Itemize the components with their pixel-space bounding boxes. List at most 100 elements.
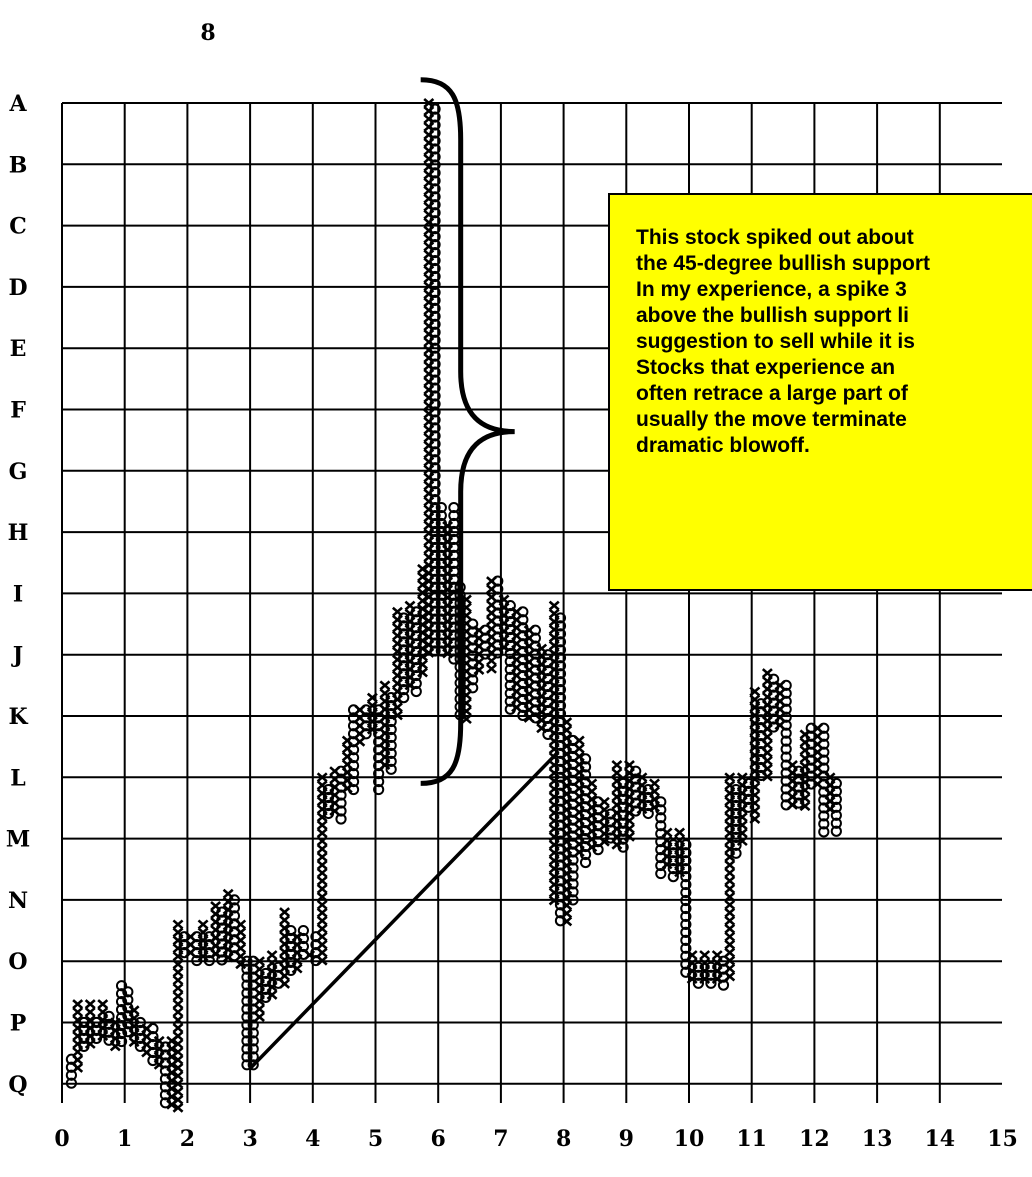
o-mark (429, 605, 441, 617)
o-mark (429, 294, 441, 306)
x-mark (172, 1046, 184, 1057)
x-tick-label: 1 (117, 1126, 132, 1152)
o-mark (385, 739, 397, 752)
o-mark (617, 841, 629, 853)
o-mark (529, 632, 541, 644)
o-mark (429, 159, 441, 171)
x-mark (172, 1070, 184, 1081)
x-mark (316, 820, 328, 831)
x-mark (460, 594, 472, 605)
x-mark (172, 1015, 184, 1026)
o-mark (667, 871, 679, 883)
pnf-column (736, 772, 748, 847)
x-mark (548, 632, 560, 643)
o-mark (655, 812, 667, 824)
pnf-column (705, 961, 717, 989)
o-mark (680, 863, 692, 875)
x-mark (749, 766, 761, 777)
y-tick-label: F (10, 398, 26, 424)
x-mark (724, 852, 736, 862)
o-mark (122, 986, 134, 998)
x-mark (316, 788, 328, 799)
x-mark (598, 836, 610, 847)
o-mark (554, 644, 567, 656)
x-mark (316, 899, 328, 910)
x-mark (316, 955, 328, 966)
x-mark (197, 935, 209, 946)
x-mark (460, 610, 472, 621)
x-mark (254, 996, 265, 1007)
o-mark (429, 199, 441, 211)
o-mark (429, 191, 441, 203)
o-mark (398, 612, 410, 624)
x-mark (686, 973, 698, 984)
o-mark (579, 769, 592, 781)
o-mark (680, 894, 692, 907)
x-mark (649, 778, 660, 789)
x-mark (548, 720, 560, 731)
x-mark (636, 780, 648, 791)
x-mark (548, 799, 560, 810)
pnf-column (254, 956, 265, 1022)
o-mark (429, 326, 441, 338)
x-mark (460, 706, 472, 717)
x-mark (128, 1021, 140, 1032)
pnf-column (761, 668, 773, 782)
x-mark (749, 750, 761, 761)
x-mark (316, 828, 328, 839)
x-mark (254, 972, 265, 983)
o-mark (655, 796, 667, 808)
x-mark (724, 796, 736, 807)
x-mark (172, 919, 184, 930)
x-mark (548, 855, 560, 866)
o-mark (247, 1027, 259, 1039)
x-mark (611, 760, 623, 771)
o-mark (655, 820, 667, 832)
o-mark (780, 727, 792, 739)
x-mark (548, 871, 560, 882)
o-mark (517, 614, 529, 626)
pnf-column (172, 919, 184, 1113)
o-mark (385, 731, 397, 744)
x-mark (235, 919, 247, 930)
x-mark (172, 983, 184, 994)
x-mark (379, 704, 391, 715)
x-mark (316, 907, 328, 918)
x-mark (354, 736, 366, 747)
o-mark (830, 777, 842, 790)
x-mark (316, 852, 328, 862)
spike-bracket (420, 77, 515, 786)
o-mark (554, 628, 567, 640)
o-mark (429, 589, 441, 601)
x-mark (460, 698, 472, 709)
o-mark (554, 699, 567, 712)
x-mark (379, 696, 391, 707)
x-mark (391, 702, 403, 713)
x-mark (699, 958, 711, 969)
y-tick-label: L (10, 765, 25, 791)
x-mark (649, 794, 660, 805)
o-mark (579, 753, 592, 765)
o-mark (115, 1011, 128, 1024)
o-mark (429, 470, 441, 482)
o-mark (429, 581, 441, 593)
o-mark (429, 509, 441, 522)
x-mark (724, 844, 736, 855)
pnf-column (147, 1023, 159, 1067)
o-mark (247, 1019, 259, 1031)
o-mark (115, 1035, 128, 1048)
pnf-column (730, 783, 742, 859)
o-mark (429, 390, 441, 402)
o-mark (429, 318, 441, 330)
o-mark (630, 765, 642, 777)
o-mark (429, 645, 441, 657)
o-mark (115, 1004, 128, 1016)
o-mark (554, 652, 567, 664)
o-mark (429, 454, 441, 466)
x-mark (724, 883, 736, 894)
pnf-column (680, 839, 692, 978)
x-mark (623, 823, 635, 834)
o-mark (429, 167, 441, 179)
x-mark (316, 947, 328, 958)
pnf-column (297, 924, 309, 961)
